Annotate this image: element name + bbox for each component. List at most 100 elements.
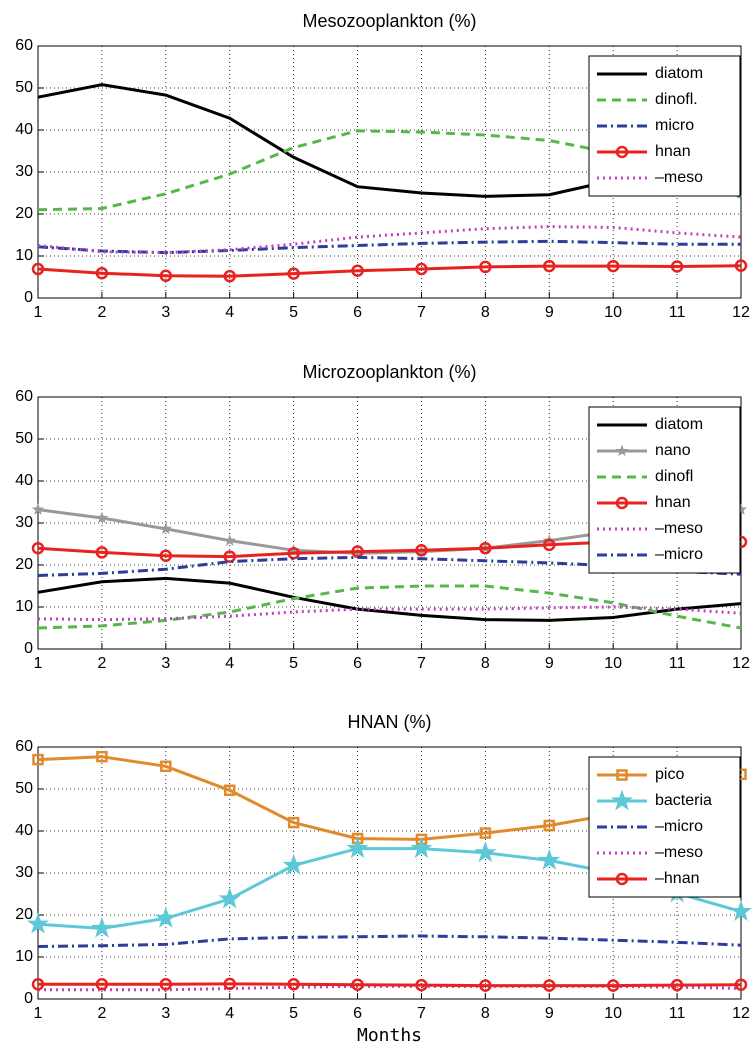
x-tick-label: 2 <box>97 304 106 321</box>
y-tick-label: 10 <box>15 948 33 965</box>
y-tick-label: 40 <box>15 121 33 138</box>
x-tick-label: 11 <box>669 304 686 321</box>
legend-label: –micro <box>655 546 703 563</box>
marker <box>282 853 305 875</box>
marker <box>95 978 109 991</box>
x-tick-label: 12 <box>732 304 750 321</box>
marker <box>95 266 109 280</box>
legend-label: diatom <box>655 65 703 82</box>
marker <box>159 269 173 282</box>
x-tick-label: 4 <box>225 655 234 672</box>
marker <box>734 259 748 272</box>
series-line <box>37 584 742 630</box>
marker <box>96 750 108 763</box>
marker <box>410 837 433 858</box>
y-tick-label: 50 <box>15 780 33 797</box>
series-line <box>38 982 742 988</box>
y-tick-label: 20 <box>15 205 33 222</box>
marker <box>415 262 428 276</box>
x-tick-label: 1 <box>34 304 43 321</box>
marker <box>611 789 633 811</box>
marker <box>287 816 300 829</box>
chart-title: Mesozooplankton (%) <box>302 11 476 31</box>
marker <box>346 837 369 858</box>
x-tick-label: 1 <box>34 1005 43 1022</box>
plot-frame <box>37 396 742 650</box>
marker <box>223 534 236 546</box>
x-tick-label: 9 <box>545 655 554 672</box>
x-tick-label: 9 <box>545 1005 554 1022</box>
series-line <box>37 239 741 255</box>
legend-label: diatom <box>655 416 703 433</box>
marker <box>543 979 556 992</box>
marker <box>479 979 492 992</box>
legend-label: nano <box>655 442 691 459</box>
marker <box>287 546 300 560</box>
y-tick-label: 30 <box>15 514 33 531</box>
y-tick-label: 20 <box>15 906 33 923</box>
marker <box>730 900 752 921</box>
marker <box>670 260 684 273</box>
marker <box>606 979 620 992</box>
marker <box>543 259 556 273</box>
marker <box>223 784 236 797</box>
y-tick-label: 60 <box>15 738 33 755</box>
legend-box <box>588 55 741 197</box>
x-tick-label: 12 <box>732 655 750 672</box>
marker <box>159 978 173 991</box>
legend-box <box>588 756 741 898</box>
legend-label: hnan <box>655 494 691 511</box>
x-tick-label: 2 <box>97 1005 106 1022</box>
x-tick-label: 10 <box>604 655 622 672</box>
chart-title: Microzooplankton (%) <box>302 362 476 382</box>
marker <box>606 259 620 273</box>
legend-label: –hnan <box>655 870 700 887</box>
legend-label: bacteria <box>655 792 712 809</box>
marker <box>159 522 173 535</box>
marker <box>223 269 236 283</box>
x-tick-label: 3 <box>161 304 170 321</box>
y-tick-label: 0 <box>24 640 33 657</box>
x-tick-label: 6 <box>353 655 362 672</box>
y-tick-label: 40 <box>15 472 33 489</box>
x-tick-label: 8 <box>481 304 490 321</box>
y-tick-label: 60 <box>15 388 33 405</box>
legend-label: dinofl <box>655 468 693 485</box>
legend-label: micro <box>655 117 694 134</box>
series-line <box>37 576 742 622</box>
y-tick-label: 50 <box>15 430 33 447</box>
marker <box>160 760 172 773</box>
marker <box>670 978 684 992</box>
x-tick-label: 8 <box>481 1005 490 1022</box>
marker <box>223 977 236 991</box>
y-tick-label: 30 <box>15 864 33 881</box>
y-tick-label: 40 <box>15 822 33 839</box>
x-tick-label: 4 <box>225 1005 234 1022</box>
legend-label: hnan <box>655 143 691 160</box>
marker <box>474 841 497 863</box>
marker <box>616 769 628 781</box>
x-tick-label: 7 <box>417 1005 426 1022</box>
marker <box>154 906 177 928</box>
x-tick-label: 4 <box>225 304 234 321</box>
marker <box>223 550 236 563</box>
y-tick-label: 0 <box>24 990 33 1007</box>
marker <box>479 541 492 555</box>
marker <box>95 546 109 559</box>
marker <box>543 819 556 832</box>
legend-box <box>588 406 741 574</box>
marker <box>415 978 428 992</box>
legend-label: dinofl. <box>655 91 698 108</box>
y-tick-label: 60 <box>15 37 33 54</box>
marker <box>479 827 492 839</box>
marker <box>615 496 629 510</box>
marker <box>27 912 49 934</box>
x-tick-label: 12 <box>732 1005 750 1022</box>
marker <box>287 978 300 991</box>
x-tick-label: 1 <box>34 655 43 672</box>
x-tick-label: 3 <box>161 655 170 672</box>
chart-title: HNAN (%) <box>348 712 432 732</box>
y-tick-label: 10 <box>15 598 33 615</box>
x-tick-label: 6 <box>353 1005 362 1022</box>
marker <box>615 872 629 886</box>
